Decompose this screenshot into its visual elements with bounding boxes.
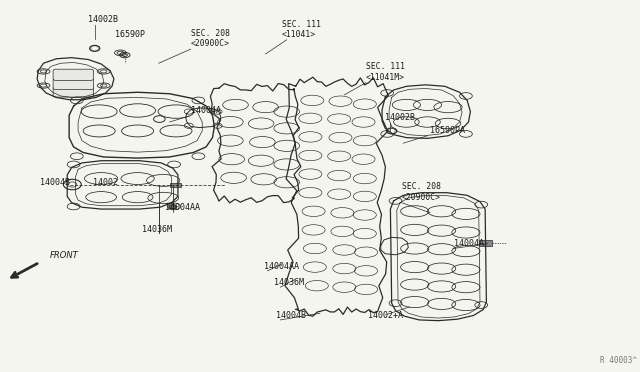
- Ellipse shape: [387, 128, 397, 134]
- Text: 16590PA: 16590PA: [430, 126, 465, 135]
- Text: 14002B: 14002B: [385, 113, 415, 122]
- Text: SEC. 111
<11041M>: SEC. 111 <11041M>: [366, 62, 405, 82]
- Bar: [479, 240, 492, 246]
- Text: 14036M: 14036M: [142, 225, 172, 234]
- Text: 14004A: 14004A: [454, 240, 484, 248]
- Text: 14002+A: 14002+A: [368, 311, 403, 320]
- Text: 14004AA: 14004AA: [264, 262, 299, 271]
- Text: 14002B: 14002B: [88, 15, 118, 24]
- Text: 14004B: 14004B: [40, 178, 70, 187]
- Ellipse shape: [92, 47, 97, 50]
- Ellipse shape: [389, 129, 394, 132]
- Text: 14004A: 14004A: [191, 106, 221, 115]
- Ellipse shape: [90, 45, 100, 51]
- Text: R 40003^: R 40003^: [600, 356, 637, 365]
- Ellipse shape: [169, 205, 177, 209]
- Text: 14036M: 14036M: [274, 278, 304, 287]
- Bar: [170, 183, 181, 187]
- FancyBboxPatch shape: [53, 69, 93, 80]
- Text: 16590P: 16590P: [115, 30, 145, 39]
- FancyBboxPatch shape: [53, 78, 93, 90]
- Text: 14004B: 14004B: [276, 311, 307, 320]
- Text: SEC. 208
<20900C>: SEC. 208 <20900C>: [191, 29, 230, 48]
- Text: 14004AA: 14004AA: [165, 203, 200, 212]
- Text: SEC. 111
<11041>: SEC. 111 <11041>: [282, 20, 321, 39]
- Text: SEC. 208
<20900C>: SEC. 208 <20900C>: [402, 182, 441, 202]
- Text: FRONT: FRONT: [50, 251, 79, 260]
- Text: 14002: 14002: [93, 178, 118, 187]
- FancyBboxPatch shape: [53, 86, 93, 97]
